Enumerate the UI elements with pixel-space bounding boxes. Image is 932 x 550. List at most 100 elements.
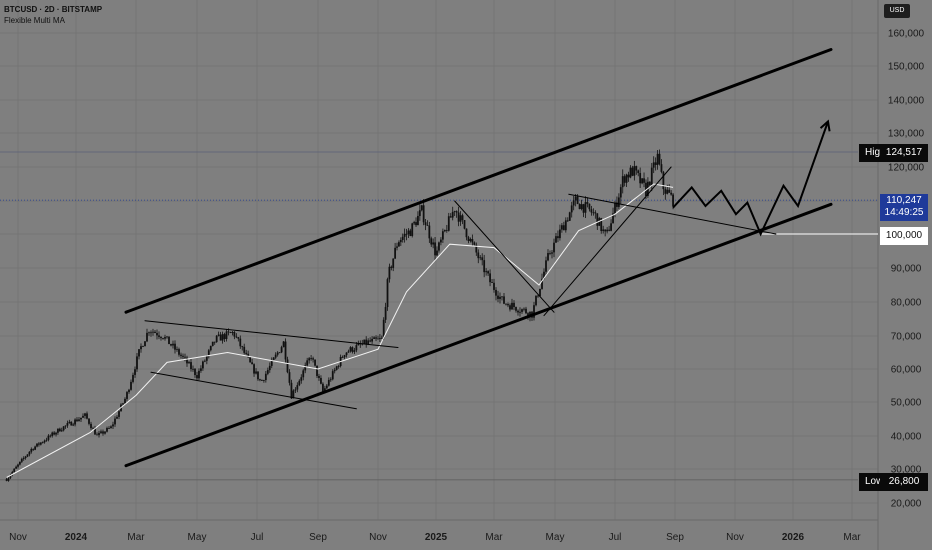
candle-body xyxy=(529,311,531,317)
candle-body xyxy=(473,242,476,245)
candle-body xyxy=(86,413,88,419)
candle-body xyxy=(96,434,98,436)
moving-average-line xyxy=(6,183,674,478)
candle-body xyxy=(557,236,559,239)
candle-body xyxy=(198,370,200,379)
candle-body xyxy=(564,220,567,231)
candle-body xyxy=(537,295,539,297)
candle-body xyxy=(517,310,519,313)
candle-body xyxy=(515,307,517,311)
candle-body xyxy=(74,419,76,425)
candle-body xyxy=(68,421,71,424)
candle-body xyxy=(436,250,438,256)
candle-body xyxy=(503,296,505,304)
currency-badge[interactable]: USD xyxy=(884,4,910,18)
candle-body xyxy=(453,211,456,212)
candle-body xyxy=(241,346,244,348)
candle-body xyxy=(627,174,630,178)
x-tick-label: 2024 xyxy=(65,532,88,543)
x-tick-label: 2026 xyxy=(782,532,805,543)
trendlines[interactable] xyxy=(124,48,833,468)
x-tick-label: Nov xyxy=(726,532,744,543)
candle-body xyxy=(39,442,42,445)
candle-body xyxy=(560,225,563,230)
candle-body xyxy=(519,311,521,313)
candle-body xyxy=(136,356,138,370)
candle-body xyxy=(122,403,124,405)
candle-series[interactable] xyxy=(5,149,674,482)
candle-body xyxy=(207,350,210,356)
candle-body xyxy=(574,196,577,201)
candle-body xyxy=(41,442,44,444)
candle-body xyxy=(555,236,557,243)
candle-body xyxy=(288,372,291,383)
candle-body xyxy=(320,377,322,384)
candle-body xyxy=(134,369,136,375)
candle-body xyxy=(349,347,352,352)
candle-body xyxy=(24,456,27,459)
candle-body xyxy=(329,379,332,381)
indicator-label[interactable]: Flexible Multi MA xyxy=(4,16,65,25)
candle-body xyxy=(90,423,92,429)
candle-body xyxy=(369,340,372,342)
candle-body xyxy=(312,358,314,360)
candle-body xyxy=(527,313,529,317)
trendline-correction-down xyxy=(454,200,555,313)
candle-body xyxy=(430,238,433,245)
candle-body xyxy=(662,171,665,190)
candle-body xyxy=(654,162,657,165)
candle-body xyxy=(32,448,35,450)
candle-body xyxy=(166,336,168,338)
candle-body xyxy=(411,223,414,236)
candle-body xyxy=(459,215,462,222)
candle-body xyxy=(347,351,350,353)
candle-body xyxy=(521,309,523,312)
candle-body xyxy=(294,389,297,391)
candle-body xyxy=(164,337,166,339)
candle-body xyxy=(407,230,410,235)
candle-body xyxy=(441,231,444,240)
candle-body xyxy=(298,380,301,386)
candle-body xyxy=(511,302,513,310)
candle-body xyxy=(355,345,358,351)
candle-body xyxy=(217,334,220,336)
candle-body xyxy=(19,461,21,465)
x-tick-label: Jul xyxy=(609,532,622,543)
candle-body xyxy=(156,332,158,336)
candle-body xyxy=(650,167,653,186)
candle-body xyxy=(505,303,507,305)
candle-body xyxy=(570,205,573,213)
candle-body xyxy=(200,368,202,371)
candle-body xyxy=(596,213,599,226)
candle-body xyxy=(114,418,116,425)
candle-body xyxy=(274,354,277,358)
candle-body xyxy=(584,202,587,213)
candle-body xyxy=(497,295,499,299)
candle-body xyxy=(631,167,634,176)
symbol-title[interactable]: BTCUSD · 2D · BITSTAMP xyxy=(4,5,103,14)
candle-body xyxy=(225,331,228,340)
candle-body xyxy=(264,373,267,381)
candle-body xyxy=(327,379,330,386)
candle-body xyxy=(51,432,54,436)
candle-body xyxy=(245,352,248,354)
candle-body xyxy=(34,446,37,450)
candle-body xyxy=(249,357,252,363)
candle-body xyxy=(5,479,8,481)
candle-body xyxy=(384,307,387,320)
candle-body xyxy=(501,296,503,298)
candle-body xyxy=(463,220,466,229)
candle-body xyxy=(152,331,154,333)
candle-body xyxy=(28,451,31,455)
candle-body xyxy=(323,388,326,392)
candle-body xyxy=(280,347,283,353)
candle-body xyxy=(386,279,389,308)
candle-body xyxy=(495,289,497,296)
candle-body xyxy=(82,415,84,418)
candle-body xyxy=(292,390,295,399)
candle-body xyxy=(619,187,622,198)
trendline-channel-upper xyxy=(124,48,833,314)
candle-body xyxy=(272,357,275,360)
candle-body xyxy=(184,356,186,358)
